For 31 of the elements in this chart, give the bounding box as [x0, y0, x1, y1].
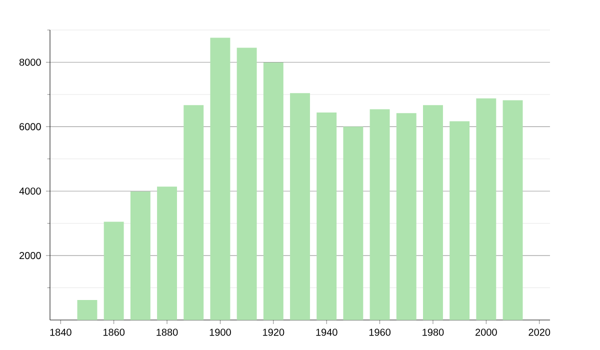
bar [236, 48, 257, 320]
bar [502, 100, 523, 320]
bar [263, 62, 284, 320]
bar [184, 105, 204, 320]
x-tick-label: 1940 [316, 328, 338, 336]
x-tick-label: 1900 [210, 328, 231, 336]
x-tick-label: 2000 [476, 328, 497, 336]
x-tick-label: 1920 [263, 328, 284, 336]
bar [104, 222, 124, 320]
y-tick-label: 4000 [19, 188, 41, 195]
bar [450, 121, 470, 320]
y-tick-label: 8000 [19, 58, 41, 66]
bar [210, 38, 230, 320]
bar [316, 112, 337, 320]
x-tick-label: 1960 [369, 328, 391, 336]
x-tick-label: 1860 [103, 328, 125, 336]
bar [290, 93, 310, 320]
x-tick-label: 1840 [50, 328, 72, 336]
x-tick-label: 1980 [422, 328, 444, 336]
bar [423, 105, 443, 320]
bar [370, 109, 390, 320]
bar [77, 300, 98, 320]
y-tick-label: 6000 [20, 123, 41, 130]
bar [343, 126, 364, 320]
x-tick-label: 1880 [156, 328, 178, 336]
x-tick-label: 2020 [528, 328, 550, 336]
bar [130, 191, 150, 320]
bar [476, 98, 496, 320]
bar [157, 186, 177, 320]
y-tick-label: 2000 [20, 252, 41, 260]
bar [396, 113, 416, 320]
